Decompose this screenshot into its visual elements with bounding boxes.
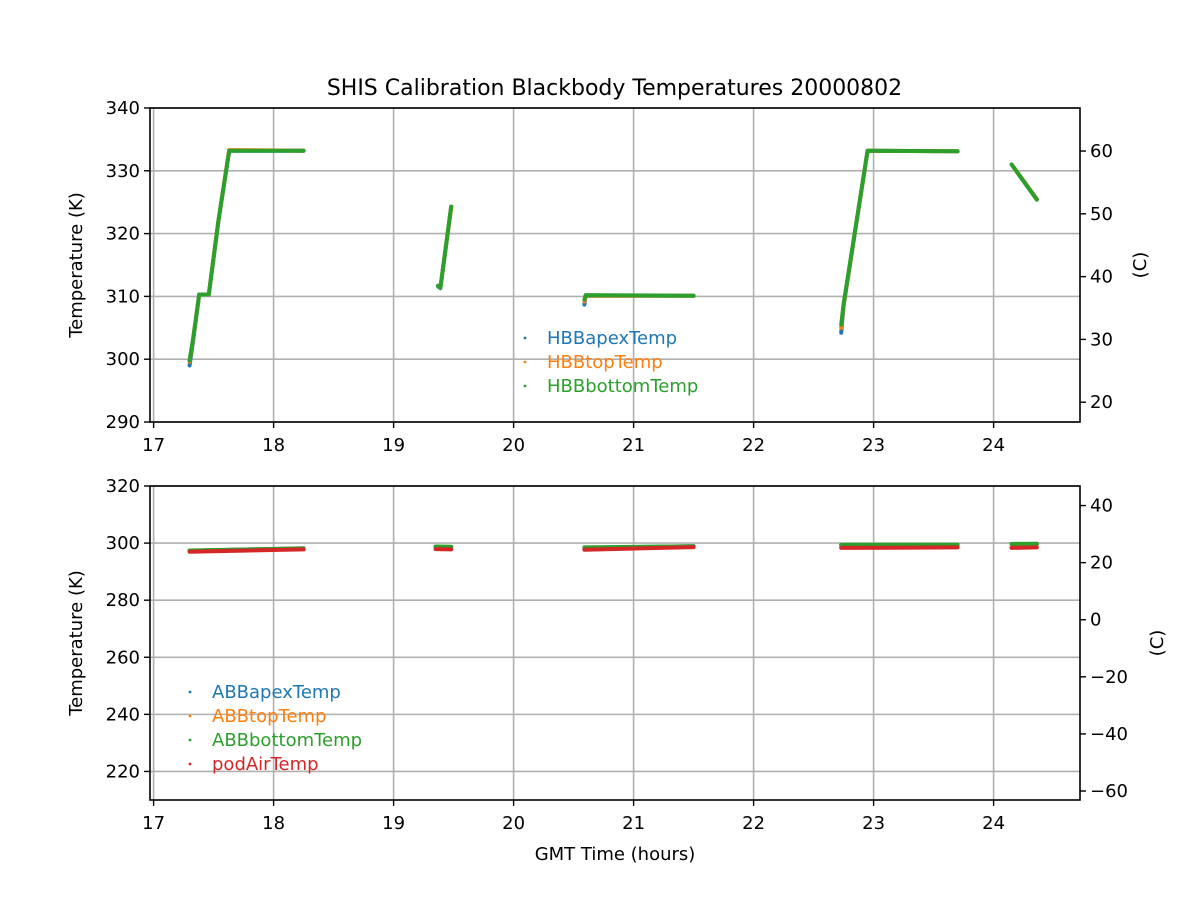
legend-marker-ABBbottomTemp <box>188 738 192 742</box>
legend-label-ABBapexTemp: ABBapexTemp <box>212 682 341 703</box>
y-tick-label: 280 <box>106 590 140 611</box>
legend-marker-ABBtopTemp <box>188 714 192 718</box>
axes-frame <box>149 107 1081 423</box>
data-trace-HBBbottomTemp <box>187 148 306 363</box>
y2-tick-label: −20 <box>1090 667 1128 688</box>
x-tick-label: 21 <box>622 435 645 456</box>
x-tick-label: 18 <box>262 813 285 834</box>
y-tick-label: 220 <box>106 761 140 782</box>
x-tick-label: 18 <box>262 435 285 456</box>
legend-marker-ABBapexTemp <box>188 690 192 694</box>
data-trace-podAirTemp <box>187 547 306 554</box>
y-tick-label: 300 <box>106 533 140 554</box>
axes-frame <box>149 485 1081 801</box>
legend-marker-podAirTemp <box>188 762 192 766</box>
y2-axis-label: (C) <box>1147 630 1168 657</box>
x-tick-label: 21 <box>622 813 645 834</box>
legend-label-ABBtopTemp: ABBtopTemp <box>212 706 326 727</box>
x-tick-label: 17 <box>142 435 165 456</box>
y2-tick-label: 40 <box>1090 496 1113 517</box>
legend-label-HBBapexTemp: HBBapexTemp <box>547 328 677 349</box>
y-tick-label: 260 <box>106 647 140 668</box>
y-tick-label: 300 <box>106 349 140 370</box>
y2-tick-label: 40 <box>1090 267 1113 288</box>
y-tick-label: 240 <box>106 704 140 725</box>
y-tick-label: 290 <box>106 412 140 433</box>
data-trace-HBBbottomTemp <box>839 148 960 327</box>
y2-axis-label: (C) <box>1130 252 1151 279</box>
data-trace-podAirTemp <box>839 545 960 550</box>
x-axis-label: GMT Time (hours) <box>535 844 696 865</box>
y-tick-label: 340 <box>106 98 140 119</box>
legend: ABBapexTemp ABBtopTemp ABBbottomTemp podAir… <box>188 682 362 775</box>
y2-tick-label: 50 <box>1090 204 1113 225</box>
x-tick-label: 24 <box>982 435 1005 456</box>
data-trace-podAirTemp <box>1009 545 1039 550</box>
legend-label-podAirTemp: podAirTemp <box>212 754 319 775</box>
data-trace-HBBbottomTemp <box>436 204 454 290</box>
x-tick-label: 22 <box>742 435 765 456</box>
legend-label-ABBbottomTemp: ABBbottomTemp <box>212 730 362 751</box>
x-tick-label: 19 <box>382 813 405 834</box>
series-podAirTemp <box>187 545 1039 554</box>
y2-tick-label: 20 <box>1090 553 1113 574</box>
data-layer <box>187 148 1039 368</box>
x-tick-label: 22 <box>742 813 765 834</box>
legend-marker-HBBbottomTemp <box>523 384 527 388</box>
data-trace-podAirTemp <box>582 545 696 552</box>
y-tick-label: 330 <box>106 161 140 182</box>
y2-tick-label: 0 <box>1090 610 1101 631</box>
y2-tick-label: 60 <box>1090 141 1113 162</box>
y2-tick-label: −40 <box>1090 724 1128 745</box>
series-HBBbottomTemp <box>187 148 1039 363</box>
y-axis-label: Temperature (K) <box>66 570 87 717</box>
y2-tick-label: −60 <box>1090 781 1128 802</box>
y-tick-label: 310 <box>106 286 140 307</box>
data-trace-HBBbottomTemp <box>1009 162 1039 202</box>
y2-tick-label: 30 <box>1090 329 1113 350</box>
x-tick-label: 23 <box>862 813 885 834</box>
x-tick-label: 24 <box>982 813 1005 834</box>
data-layer <box>187 541 1039 554</box>
x-tick-label: 17 <box>142 813 165 834</box>
y-tick-label: 320 <box>106 224 140 245</box>
legend-label-HBBbottomTemp: HBBbottomTemp <box>547 376 698 397</box>
legend-label-HBBtopTemp: HBBtopTemp <box>547 352 663 373</box>
top-panel-hbb: 17 18 19 20 21 22 23 24 290 300 310 320 330 340 20 30 40… <box>66 98 1151 456</box>
bottom-panel-abb: 17 18 19 20 21 22 23 24 220 240 260 280 300 320 −60 −40… <box>66 476 1168 865</box>
legend-marker-HBBtopTemp <box>523 360 527 364</box>
data-trace-HBBbottomTemp <box>582 293 696 302</box>
legend-marker-HBBapexTemp <box>523 336 527 340</box>
x-tick-label: 23 <box>862 435 885 456</box>
y-axis-label: Temperature (K) <box>66 192 87 339</box>
chart-title: SHIS Calibration Blackbody Temperatures … <box>327 76 902 101</box>
x-tick-label: 20 <box>502 435 525 456</box>
legend: HBBapexTemp HBBtopTemp HBBbottomTemp <box>523 328 698 397</box>
y2-tick-label: 20 <box>1090 392 1113 413</box>
x-tick-label: 20 <box>502 813 525 834</box>
y-tick-label: 320 <box>106 476 140 497</box>
x-tick-label: 19 <box>382 435 405 456</box>
